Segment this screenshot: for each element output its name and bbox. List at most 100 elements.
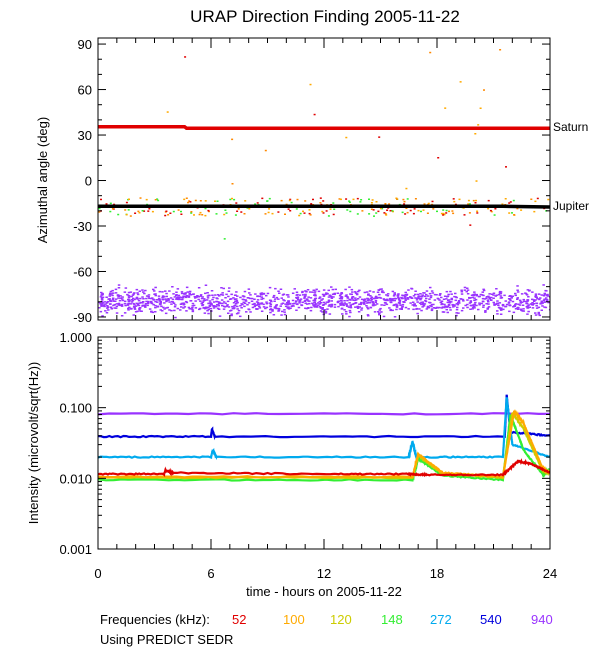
- azimuth-point-940: [352, 299, 355, 301]
- azimuth-point-940: [154, 294, 157, 297]
- top-y-tick-label: -60: [73, 264, 92, 279]
- azimuth-point-940: [377, 311, 380, 313]
- azimuth-point-940: [213, 305, 217, 308]
- azimuth-point-940: [191, 302, 195, 305]
- azimuth-point-940: [209, 302, 212, 304]
- azimuth-point-940: [472, 293, 475, 296]
- azimuth-point-940: [131, 299, 135, 302]
- azimuth-point-940: [295, 300, 298, 302]
- azimuth-point-940: [493, 303, 496, 305]
- azimuth-point-940: [220, 299, 224, 301]
- azimuth-point-940: [182, 307, 185, 309]
- azimuth-point-940: [217, 294, 220, 296]
- azimuth-point-940: [422, 305, 426, 307]
- azimuth-point-940: [264, 307, 267, 310]
- azimuth-point-940: [204, 292, 207, 295]
- azimuth-point-940: [535, 305, 538, 307]
- azimuth-point-940: [516, 297, 519, 299]
- azimuth-point: [440, 212, 443, 215]
- top-plot-frame: [97, 37, 551, 321]
- azimuth-point: [372, 209, 375, 211]
- azimuth-point-940: [395, 308, 398, 311]
- azimuth-point-940: [495, 294, 498, 296]
- azimuth-point-940: [546, 295, 550, 297]
- azimuth-point-940: [516, 289, 519, 291]
- azimuth-point-940: [132, 314, 135, 316]
- azimuth-point-940: [504, 305, 508, 308]
- azimuth-point-940: [378, 296, 381, 299]
- azimuth-point-940: [496, 313, 499, 315]
- azimuth-point-940: [172, 293, 175, 295]
- legend-title: Frequencies (kHz):: [100, 612, 210, 627]
- azimuth-point-940: [348, 309, 352, 312]
- azimuth-point: [426, 212, 429, 214]
- azimuth-point-940: [520, 293, 524, 295]
- azimuth-point-940: [248, 292, 251, 294]
- azimuth-point-940: [349, 304, 352, 306]
- azimuth-point-940: [389, 297, 392, 300]
- azimuth-point-940: [164, 298, 167, 300]
- azimuth-point-940: [215, 300, 218, 303]
- azimuth-point: [233, 198, 236, 201]
- azimuth-point-940: [374, 304, 377, 306]
- azimuth-point-940: [411, 304, 414, 306]
- intensity-line-100: [98, 409, 550, 479]
- azimuth-point-940: [151, 311, 155, 314]
- azimuth-point-940: [537, 306, 541, 309]
- azimuth-point-940: [350, 288, 354, 291]
- azimuth-point-940: [545, 290, 548, 292]
- azimuth-point-940: [469, 308, 472, 310]
- azimuth-point: [208, 210, 210, 213]
- azimuth-point-940: [240, 303, 243, 305]
- azimuth-point: [489, 209, 492, 212]
- azimuth-point-940: [485, 297, 488, 300]
- top-y-tick-label: 30: [78, 128, 92, 143]
- azimuth-point-940: [469, 304, 473, 307]
- azimuth-point: [420, 210, 422, 213]
- azimuth-point-940: [165, 295, 168, 298]
- intensity-line-540: [98, 394, 550, 441]
- azimuth-point-940: [369, 297, 373, 300]
- top-y-axis-label: Azimuthal angle (deg): [35, 117, 50, 243]
- azimuth-point-940: [343, 302, 346, 304]
- azimuth-point-940: [184, 300, 188, 303]
- azimuth-point-940: [115, 305, 119, 308]
- azimuth-point-940: [114, 292, 118, 294]
- azimuth-point-940: [207, 302, 210, 305]
- azimuth-point-940: [251, 306, 255, 309]
- azimuth-point-940: [488, 293, 491, 295]
- azimuth-point-940: [291, 292, 295, 294]
- azimuth-point-940: [158, 290, 162, 293]
- azimuth-point-940: [138, 290, 142, 292]
- azimuth-point-940: [466, 289, 470, 291]
- azimuth-point-940: [265, 306, 269, 309]
- azimuth-point-940: [418, 308, 421, 310]
- azimuth-point-940: [507, 302, 511, 304]
- azimuth-point: [271, 212, 274, 215]
- azimuth-point-940: [380, 304, 383, 306]
- azimuth-point-940: [328, 294, 331, 296]
- azimuth-point-940: [354, 297, 357, 299]
- bottom-y-axis-label: Intensity (microvolt/sqrt(Hz)): [26, 362, 41, 525]
- azimuth-point-940: [145, 300, 148, 303]
- azimuth-point-940: [323, 294, 326, 296]
- azimuth-point-940: [374, 300, 378, 302]
- azimuth-point-940: [426, 305, 430, 308]
- azimuth-point-940: [127, 291, 131, 294]
- azimuth-point-940: [456, 303, 460, 306]
- azimuth-point-940: [445, 290, 449, 293]
- azimuth-point-940: [129, 303, 132, 305]
- azimuth-point-940: [242, 295, 246, 298]
- azimuth-point-940: [370, 298, 374, 301]
- azimuth-point-940: [362, 302, 366, 304]
- azimuth-point-940: [207, 312, 210, 315]
- azimuth-point-940: [447, 299, 451, 301]
- azimuth-point: [98, 211, 101, 213]
- azimuth-point-940: [366, 306, 369, 309]
- azimuth-point-940: [379, 297, 383, 299]
- azimuth-point-940: [173, 296, 177, 298]
- azimuth-point-940: [430, 309, 434, 312]
- azimuth-outlier-point: [474, 133, 477, 135]
- azimuth-point: [402, 198, 405, 201]
- azimuth-point-940: [144, 303, 148, 305]
